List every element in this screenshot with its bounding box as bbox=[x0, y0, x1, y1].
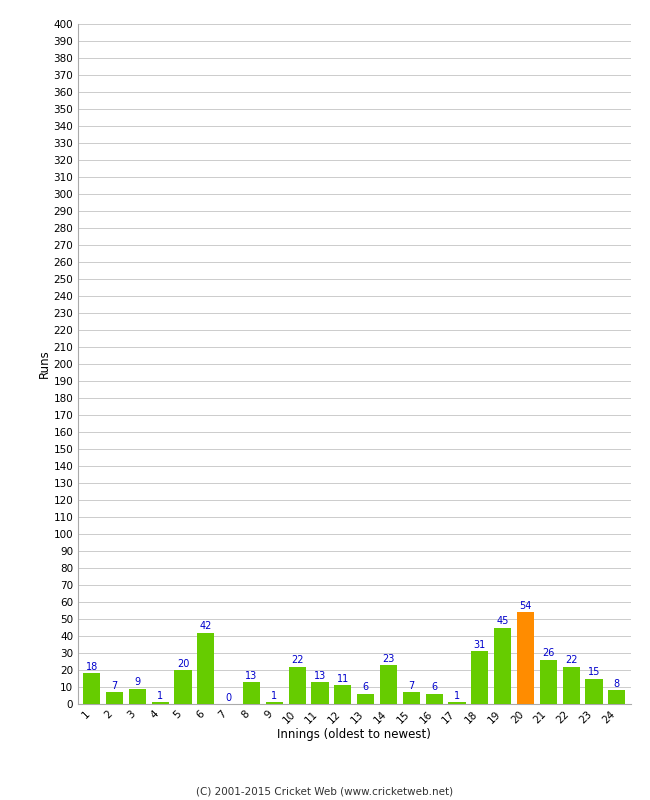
Text: 1: 1 bbox=[271, 691, 278, 701]
Bar bbox=[174, 670, 192, 704]
Bar bbox=[517, 612, 534, 704]
Bar bbox=[106, 692, 123, 704]
Text: 1: 1 bbox=[157, 691, 163, 701]
Bar bbox=[198, 633, 214, 704]
Text: 13: 13 bbox=[246, 670, 257, 681]
Bar bbox=[426, 694, 443, 704]
Text: 11: 11 bbox=[337, 674, 349, 684]
Text: 22: 22 bbox=[291, 655, 304, 666]
Bar bbox=[403, 692, 420, 704]
Bar bbox=[151, 702, 169, 704]
Text: 42: 42 bbox=[200, 622, 212, 631]
Bar bbox=[83, 674, 100, 704]
Text: 54: 54 bbox=[519, 601, 532, 611]
Text: 22: 22 bbox=[565, 655, 577, 666]
Text: 45: 45 bbox=[497, 616, 509, 626]
Text: 9: 9 bbox=[135, 678, 140, 687]
Bar bbox=[334, 686, 352, 704]
Y-axis label: Runs: Runs bbox=[38, 350, 51, 378]
Text: 18: 18 bbox=[86, 662, 97, 672]
Text: 13: 13 bbox=[314, 670, 326, 681]
Text: 0: 0 bbox=[226, 693, 232, 702]
Bar bbox=[448, 702, 465, 704]
Text: 23: 23 bbox=[382, 654, 395, 663]
Text: (C) 2001-2015 Cricket Web (www.cricketweb.net): (C) 2001-2015 Cricket Web (www.cricketwe… bbox=[196, 786, 454, 796]
Bar bbox=[563, 666, 580, 704]
Text: 7: 7 bbox=[408, 681, 415, 690]
Bar bbox=[357, 694, 374, 704]
Text: 1: 1 bbox=[454, 691, 460, 701]
Text: 6: 6 bbox=[363, 682, 369, 693]
Text: 15: 15 bbox=[588, 667, 600, 677]
Bar bbox=[289, 666, 306, 704]
Bar bbox=[311, 682, 328, 704]
Bar bbox=[266, 702, 283, 704]
Text: 8: 8 bbox=[614, 679, 620, 689]
X-axis label: Innings (oldest to newest): Innings (oldest to newest) bbox=[278, 728, 431, 741]
Text: 20: 20 bbox=[177, 658, 189, 669]
Bar bbox=[243, 682, 260, 704]
Bar bbox=[608, 690, 625, 704]
Bar bbox=[586, 678, 603, 704]
Bar bbox=[471, 651, 488, 704]
Text: 6: 6 bbox=[431, 682, 437, 693]
Bar bbox=[494, 627, 511, 704]
Bar bbox=[129, 689, 146, 704]
Bar bbox=[380, 665, 397, 704]
Bar bbox=[540, 660, 557, 704]
Text: 31: 31 bbox=[474, 640, 486, 650]
Text: 7: 7 bbox=[111, 681, 118, 690]
Text: 26: 26 bbox=[542, 649, 554, 658]
